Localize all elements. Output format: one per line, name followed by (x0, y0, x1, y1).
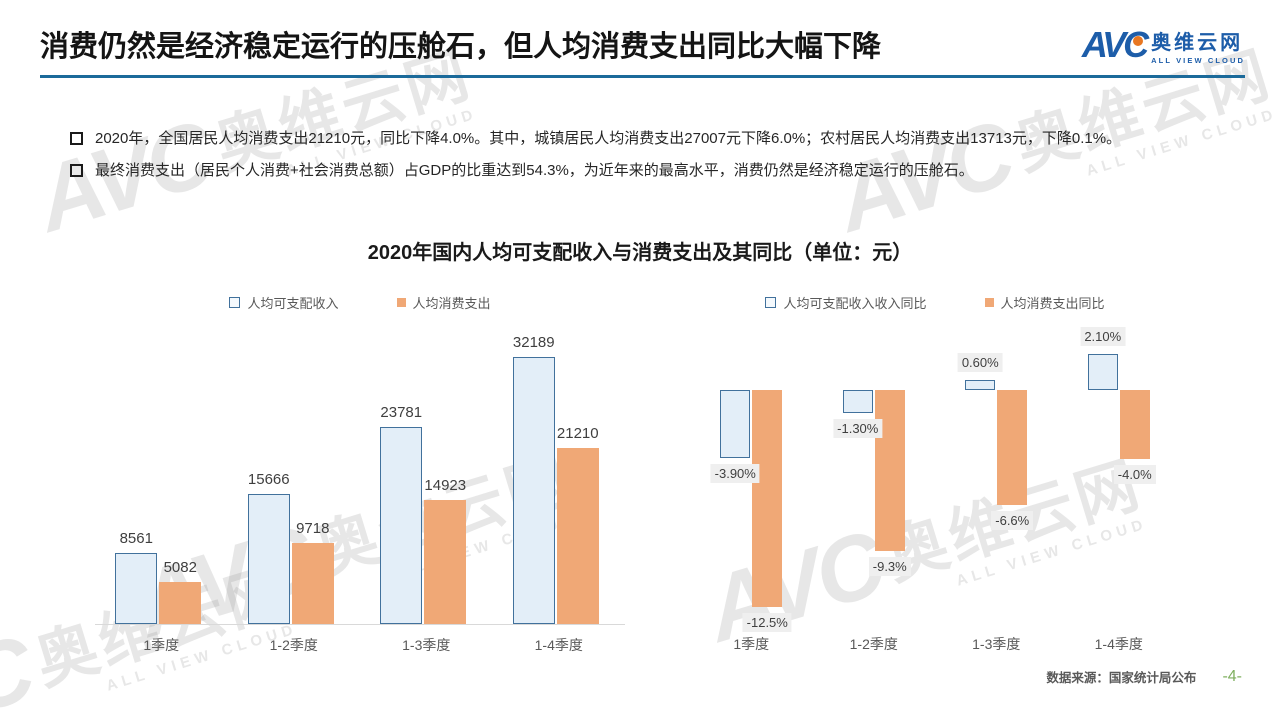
right-chart-legend: 人均可支配收入收入同比 人均消费支出同比 (690, 292, 1180, 312)
bar-income-yoy (842, 390, 873, 413)
bar-income (512, 357, 555, 624)
bullet-item: 最终消费支出（居民个人消费+社会消费总额）占GDP的比重达到54.3%，为近年来… (70, 158, 1210, 183)
logo-en-text: ALL VIEW CLOUD (1151, 55, 1245, 65)
bar-expense-yoy (874, 390, 905, 551)
chart-title: 2020年国内人均可支配收入与消费支出及其同比（单位：元） (367, 242, 913, 264)
bar-group: 23781 14923 (360, 334, 493, 624)
bar-group: 15666 9718 (228, 334, 361, 624)
legend-swatch-orange-icon (984, 297, 994, 307)
bullet-square-icon (70, 132, 83, 145)
logo-cn-text: 奥维云网 (1151, 31, 1244, 54)
legend-swatch-blue-icon (229, 296, 241, 308)
value-label: 0.60% (957, 353, 1003, 372)
value-label: -4.0% (1113, 465, 1156, 484)
category-label: 1季度 (733, 636, 770, 652)
value-label: -6.6% (991, 511, 1034, 530)
category-label: 1-2季度 (269, 637, 318, 653)
title-underline (40, 75, 1245, 78)
bar-expense (291, 543, 334, 624)
bar-group: 2.10% -4.0% (1058, 327, 1181, 624)
bar-group: 32189 21210 (493, 334, 626, 624)
right-plot-area: -3.90% -12.5% -1.30% -9.3% 0.60% -6.6% 2.10% -4… (690, 327, 1181, 632)
bar-expense-yoy (752, 390, 783, 607)
bar-expense (159, 582, 202, 624)
legend-item-expense: 人均消费支出 (396, 293, 491, 312)
bullet-square-icon (70, 164, 83, 177)
bar-expense-yoy (997, 390, 1028, 505)
header: 消费仍然是经济稳定运行的压舱石，但人均消费支出同比大幅下降 AVC 奥维云网 A… (40, 22, 1245, 78)
bar-group: 8561 5082 (95, 334, 228, 624)
left-category-axis: 1季度 1-2季度 1-3季度 1-4季度 (95, 629, 625, 655)
legend-label: 人均可支配收入 (247, 295, 339, 311)
bar-income-yoy (720, 390, 751, 458)
value-label: 32189 (512, 334, 555, 351)
bullet-text: 最终消费支出（居民个人消费+社会消费总额）占GDP的比重达到54.3%，为近年来… (95, 162, 974, 179)
value-label: 21210 (556, 425, 599, 442)
bar-expense (424, 500, 467, 624)
right-category-axis: 1季度 1-2季度 1-3季度 1-4季度 (690, 628, 1180, 654)
page-title: 消费仍然是经济稳定运行的压舱石，但人均消费支出同比大幅下降 (40, 31, 882, 63)
bar-group: -3.90% -12.5% (690, 334, 813, 632)
bar-income (247, 494, 290, 624)
bullet-list: 2020年，全国居民人均消费支出21210元，同比下降4.0%。其中，城镇居民人… (70, 126, 1210, 190)
category-label: 1-3季度 (972, 636, 1021, 652)
bar-group: 0.60% -6.6% (935, 334, 1058, 624)
footer: 数据来源：国家统计局公布 -4- (1046, 667, 1242, 686)
legend-item-expense-yoy: 人均消费支出同比 (984, 293, 1105, 312)
bar-expense-yoy (1119, 390, 1150, 459)
charts-row: 人均可支配收入 人均消费支出 8561 5082 15666 9718 23781 149… (0, 292, 1280, 655)
left-plot-area: 8561 5082 15666 9718 23781 14923 32189 21210 (95, 334, 625, 625)
logo-dot-icon (1133, 36, 1144, 46)
value-label: -1.30% (833, 419, 883, 438)
yoy-chart: 人均可支配收入收入同比 人均消费支出同比 -3.90% -12.5% -1.30% -… (690, 292, 1180, 655)
value-label: 8561 (119, 530, 153, 547)
value-label: 14923 (424, 477, 467, 494)
category-label: 1季度 (143, 637, 180, 653)
value-label: -3.90% (710, 464, 760, 483)
legend-label: 人均消费支出 (412, 295, 491, 311)
value-label: 5082 (163, 559, 197, 576)
income-expense-chart: 人均可支配收入 人均消费支出 8561 5082 15666 9718 23781 149… (95, 292, 625, 655)
bullet-text: 2020年，全国居民人均消费支出21210元，同比下降4.0%。其中，城镇居民人… (95, 130, 1122, 147)
bar-income (115, 553, 158, 624)
category-label: 1-2季度 (849, 636, 898, 652)
category-label: 1-3季度 (402, 637, 451, 653)
legend-label: 人均消费支出同比 (1000, 295, 1105, 311)
legend-label: 人均可支配收入收入同比 (783, 295, 927, 311)
category-label: 1-4季度 (1094, 636, 1143, 652)
legend-swatch-blue-icon (765, 296, 777, 308)
bar-income (380, 427, 423, 624)
page-number: -4- (1222, 667, 1242, 685)
value-label: -9.3% (868, 557, 911, 576)
value-label: 9718 (296, 520, 330, 537)
value-label: -12.5% (742, 613, 792, 632)
value-label: 15666 (247, 471, 290, 488)
left-chart-legend: 人均可支配收入 人均消费支出 (95, 292, 625, 312)
data-source-note: 数据来源：国家统计局公布 (1046, 671, 1197, 685)
category-label: 1-4季度 (534, 637, 583, 653)
bar-income-yoy (965, 380, 996, 390)
bar-group: -1.30% -9.3% (813, 334, 936, 624)
value-label: 2.10% (1080, 327, 1126, 346)
bullet-item: 2020年，全国居民人均消费支出21210元，同比下降4.0%。其中，城镇居民人… (70, 126, 1210, 151)
legend-item-income-yoy: 人均可支配收入收入同比 (765, 293, 927, 312)
bar-expense (556, 448, 599, 624)
legend-item-income: 人均可支配收入 (229, 293, 339, 312)
legend-swatch-orange-icon (396, 297, 406, 307)
value-label: 23781 (380, 404, 423, 421)
avc-logo: AVC 奥维云网 ALL VIEW CLOUD (1082, 24, 1245, 66)
bar-income-yoy (1087, 354, 1118, 390)
